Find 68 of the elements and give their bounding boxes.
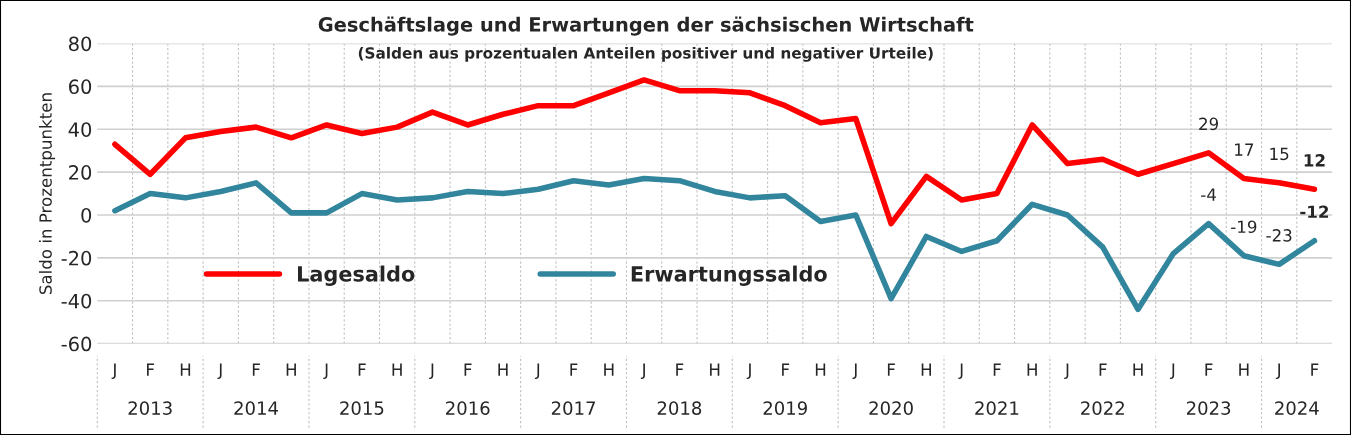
legend-label: Lagesaldo: [298, 265, 415, 286]
y-tick-label: 60: [69, 79, 92, 95]
data-label: 29: [1199, 117, 1219, 131]
text: 2020: [869, 401, 913, 415]
text: 2017: [551, 401, 595, 415]
x-tick-label: H: [604, 363, 614, 376]
x-tick-label: H: [1133, 363, 1143, 376]
x-tick-label: J: [746, 363, 751, 380]
data-label: -23: [1266, 229, 1292, 242]
x-tick-label: H: [498, 363, 508, 376]
x-tick-label: H: [180, 363, 191, 376]
x-tick-label: H: [815, 363, 826, 376]
y-tick-label: -20: [61, 250, 92, 266]
x-tick-label: F: [887, 363, 895, 376]
legend-label: Erwartungssaldo: [631, 265, 827, 286]
x-tick-label: J: [217, 363, 222, 380]
x-tick-label: J: [1064, 363, 1069, 380]
x-tick-label: F: [1099, 363, 1107, 376]
x-tick-label: F: [1311, 363, 1319, 376]
y-tick-label: -40: [61, 293, 92, 309]
x-tick-label: J: [429, 363, 434, 380]
x-tick-label: H: [1027, 363, 1037, 376]
chart-subtitle: (Salden aus prozentualen Anteilen positiver und negativer Urteile): [358, 46, 933, 62]
x-tick-label: J: [534, 363, 540, 380]
x-tick-label: F: [464, 363, 472, 376]
x-tick-label: H: [710, 363, 720, 376]
x-tick-label: F: [1205, 363, 1213, 376]
x-tick-label: J: [111, 363, 116, 380]
x-tick-label: F: [993, 363, 1001, 376]
y-axis-title: Saldo in Prozentpunkten: [38, 93, 56, 295]
y-tick-label: -60: [61, 336, 92, 352]
data-label: -4: [1201, 188, 1216, 201]
x-tick-label: H: [1239, 363, 1249, 376]
x-tick-label: F: [782, 363, 790, 376]
x-tick-label: J: [323, 363, 328, 380]
text: 2015: [340, 401, 384, 415]
x-tick-label: J: [640, 363, 645, 380]
x-tick-label: J: [958, 363, 963, 380]
x-tick-label: F: [676, 363, 684, 376]
y-tick-label: 80: [68, 36, 92, 52]
data-label: 15: [1270, 147, 1289, 161]
chart-title: Geschäftslage und Erwartungen der sächsischen Wirtschaft: [318, 16, 974, 36]
x-tick-label: F: [252, 363, 260, 376]
x-tick-label: F: [570, 363, 578, 376]
text: 2024: [1275, 401, 1319, 415]
text: 2021: [975, 401, 1019, 415]
x-tick-label: F: [358, 363, 366, 376]
text: 2018: [657, 401, 702, 415]
x-tick-label: J: [1275, 363, 1280, 380]
data-label: -12: [1300, 205, 1329, 218]
text: 2013: [128, 401, 172, 415]
text: 2022: [1081, 401, 1124, 415]
data-label: 12: [1304, 154, 1325, 167]
x-tick-label: F: [147, 363, 155, 376]
y-tick-label: 20: [69, 165, 92, 180]
data-label: -19: [1231, 220, 1257, 234]
text: 2016: [446, 401, 490, 415]
y-tick-label: 40: [68, 122, 92, 137]
x-tick-label: H: [392, 363, 402, 376]
text: 2019: [763, 401, 807, 415]
x-tick-label: H: [921, 363, 931, 376]
text: 2023: [1186, 401, 1231, 415]
x-tick-label: H: [286, 363, 296, 376]
data-label: 17: [1235, 143, 1254, 156]
x-tick-label: J: [852, 363, 857, 380]
text: 2014: [234, 401, 278, 415]
x-tick-label: J: [1170, 363, 1175, 380]
y-tick-label: 0: [81, 207, 92, 223]
